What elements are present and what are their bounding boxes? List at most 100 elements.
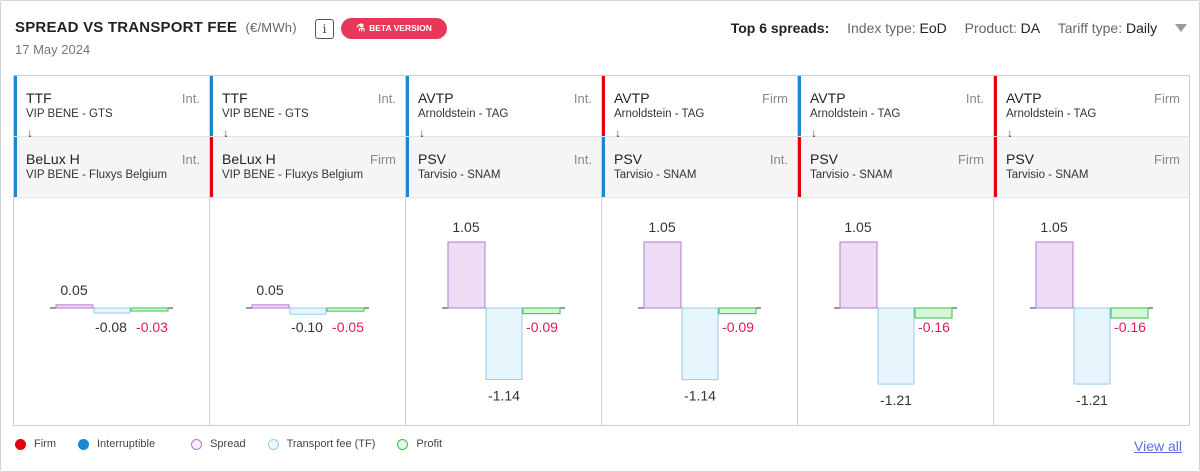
bar-chart-svg: 0.05 -0.10 -0.05 (246, 282, 369, 335)
from-capacity: Int. (377, 91, 396, 106)
to-point: Tarvisio - SNAM (418, 169, 501, 181)
down-arrow-icon: ↓ (1007, 126, 1013, 140)
route-to: PSV Tarvisio - SNAM Firm (798, 137, 993, 198)
spread-card[interactable]: TTF VIP BENE - GTS Int. ↓ BeLux H VIP BENE - … (210, 76, 406, 425)
legend-firm-label: Firm (34, 438, 56, 450)
route-from: AVTP Arnoldstein - TAG Firm ↓ (602, 76, 797, 140)
unit-text: (€/MWh) (245, 20, 297, 35)
capacity-indicator (994, 76, 997, 136)
index-type-filter[interactable]: Index type: EoD (847, 20, 947, 36)
to-capacity: Int. (769, 152, 788, 167)
spread-bar[interactable] (839, 241, 878, 309)
tf-bar[interactable] (485, 307, 523, 381)
spread-value-label: 1.05 (1040, 219, 1067, 235)
capacity-indicator (994, 137, 997, 197)
to-hub: PSV (614, 151, 643, 167)
to-hub: PSV (418, 151, 447, 167)
index-type-value: EoD (919, 20, 947, 36)
tariff-type-filter[interactable]: Tariff type: Daily (1058, 20, 1157, 36)
bar-chart-svg: 1.05 -1.21 -0.16 (1030, 219, 1153, 408)
legend-profit: Profit (397, 438, 442, 450)
to-point: VIP BENE - Fluxys Belgium (222, 169, 364, 181)
from-hub: AVTP (418, 90, 454, 106)
spread-bar[interactable] (251, 304, 290, 309)
bar-chart: 0.05 -0.08 -0.03 (14, 197, 209, 425)
tf-bar[interactable] (877, 307, 915, 385)
interruptible-dot-icon (78, 438, 89, 450)
profit-dot-icon (397, 438, 409, 450)
from-point: Arnoldstein - TAG (810, 108, 901, 120)
to-hub: BeLux H (222, 151, 276, 167)
from-capacity: Int. (181, 91, 200, 106)
from-hub: AVTP (614, 90, 650, 106)
spread-dot-icon (191, 438, 203, 450)
from-capacity: Firm (1154, 91, 1180, 106)
spread-bar[interactable] (55, 304, 94, 309)
route-from: TTF VIP BENE - GTS Int. ↓ (210, 76, 405, 140)
bar-chart: 1.05 -1.21 -0.16 (994, 197, 1189, 425)
legend-interruptible-label: Interruptible (97, 438, 156, 450)
profit-bar[interactable] (914, 307, 953, 319)
spread-card[interactable]: AVTP Arnoldstein - TAG Int. ↓ PSV Tarvisio - … (798, 76, 994, 425)
spread-bar[interactable] (447, 241, 486, 309)
tf-value-label: -1.21 (1076, 392, 1108, 408)
view-all-link[interactable]: View all (1134, 438, 1182, 454)
from-hub: TTF (222, 90, 248, 106)
tariff-type-value: Daily (1125, 20, 1158, 36)
capacity-indicator (406, 76, 409, 136)
tf-bar[interactable] (681, 307, 719, 381)
tf-bar[interactable] (289, 307, 327, 315)
tf-bar[interactable] (93, 307, 131, 314)
profit-value-label: -0.16 (1114, 319, 1146, 335)
product-value: DA (1020, 20, 1041, 36)
profit-value-label: -0.09 (722, 319, 754, 335)
spread-card[interactable]: AVTP Arnoldstein - TAG Firm ↓ PSV Tarvisio - … (994, 76, 1189, 425)
route-to: PSV Tarvisio - SNAM Int. (406, 137, 601, 198)
from-hub: AVTP (1006, 90, 1042, 106)
capacity-indicator (210, 76, 213, 136)
profit-bar[interactable] (718, 307, 757, 315)
profit-bar[interactable] (1110, 307, 1149, 319)
legend-firm: Firm (15, 438, 56, 450)
from-hub: AVTP (810, 90, 846, 106)
down-arrow-icon: ↓ (615, 126, 621, 140)
legend-tf: Transport fee (TF) (267, 438, 375, 450)
route-to: BeLux H VIP BENE - Fluxys Belgium Int. (14, 137, 209, 198)
spread-bar[interactable] (643, 241, 682, 309)
profit-bar[interactable] (130, 307, 169, 312)
spread-value-label: 0.05 (256, 282, 283, 298)
to-point: VIP BENE - Fluxys Belgium (26, 169, 168, 181)
tf-bar[interactable] (1073, 307, 1111, 385)
bar-chart-svg: 1.05 -1.14 -0.09 (442, 219, 565, 404)
spread-card[interactable]: AVTP Arnoldstein - TAG Int. ↓ PSV Tarvisio - … (406, 76, 602, 425)
spread-card[interactable]: AVTP Arnoldstein - TAG Firm ↓ PSV Tarvisio - … (602, 76, 798, 425)
profit-value-label: -0.16 (918, 319, 950, 335)
tf-value-label: -0.10 (291, 319, 323, 335)
profit-bar[interactable] (522, 307, 561, 315)
legend-interruptible: Interruptible (78, 438, 155, 450)
spread-value-label: 1.05 (844, 219, 871, 235)
legend: Firm Interruptible Spread Transport fee … (15, 438, 464, 450)
to-point: Tarvisio - SNAM (810, 169, 893, 181)
capacity-indicator (602, 76, 605, 136)
beta-label: BETA VERSION (369, 23, 432, 33)
info-icon[interactable]: i (315, 19, 334, 39)
capacity-indicator (798, 137, 801, 197)
filter-icon[interactable] (1175, 24, 1187, 32)
to-capacity: Firm (958, 152, 984, 167)
profit-value-label: -0.09 (526, 319, 558, 335)
to-hub: BeLux H (26, 151, 80, 167)
spread-bar[interactable] (1035, 241, 1074, 309)
product-filter[interactable]: Product: DA (965, 20, 1040, 36)
down-arrow-icon: ↓ (27, 126, 33, 140)
capacity-indicator (14, 76, 17, 136)
legend-spread: Spread (191, 438, 246, 450)
spread-cards: TTF VIP BENE - GTS Int. ↓ BeLux H VIP BENE - … (13, 75, 1190, 426)
tf-value-label: -1.21 (880, 392, 912, 408)
title-text: SPREAD VS TRANSPORT FEE (15, 19, 238, 36)
capacity-indicator (602, 137, 605, 197)
legend-profit-label: Profit (416, 438, 443, 450)
spread-card[interactable]: TTF VIP BENE - GTS Int. ↓ BeLux H VIP BENE - … (14, 76, 210, 425)
profit-bar[interactable] (326, 307, 365, 312)
